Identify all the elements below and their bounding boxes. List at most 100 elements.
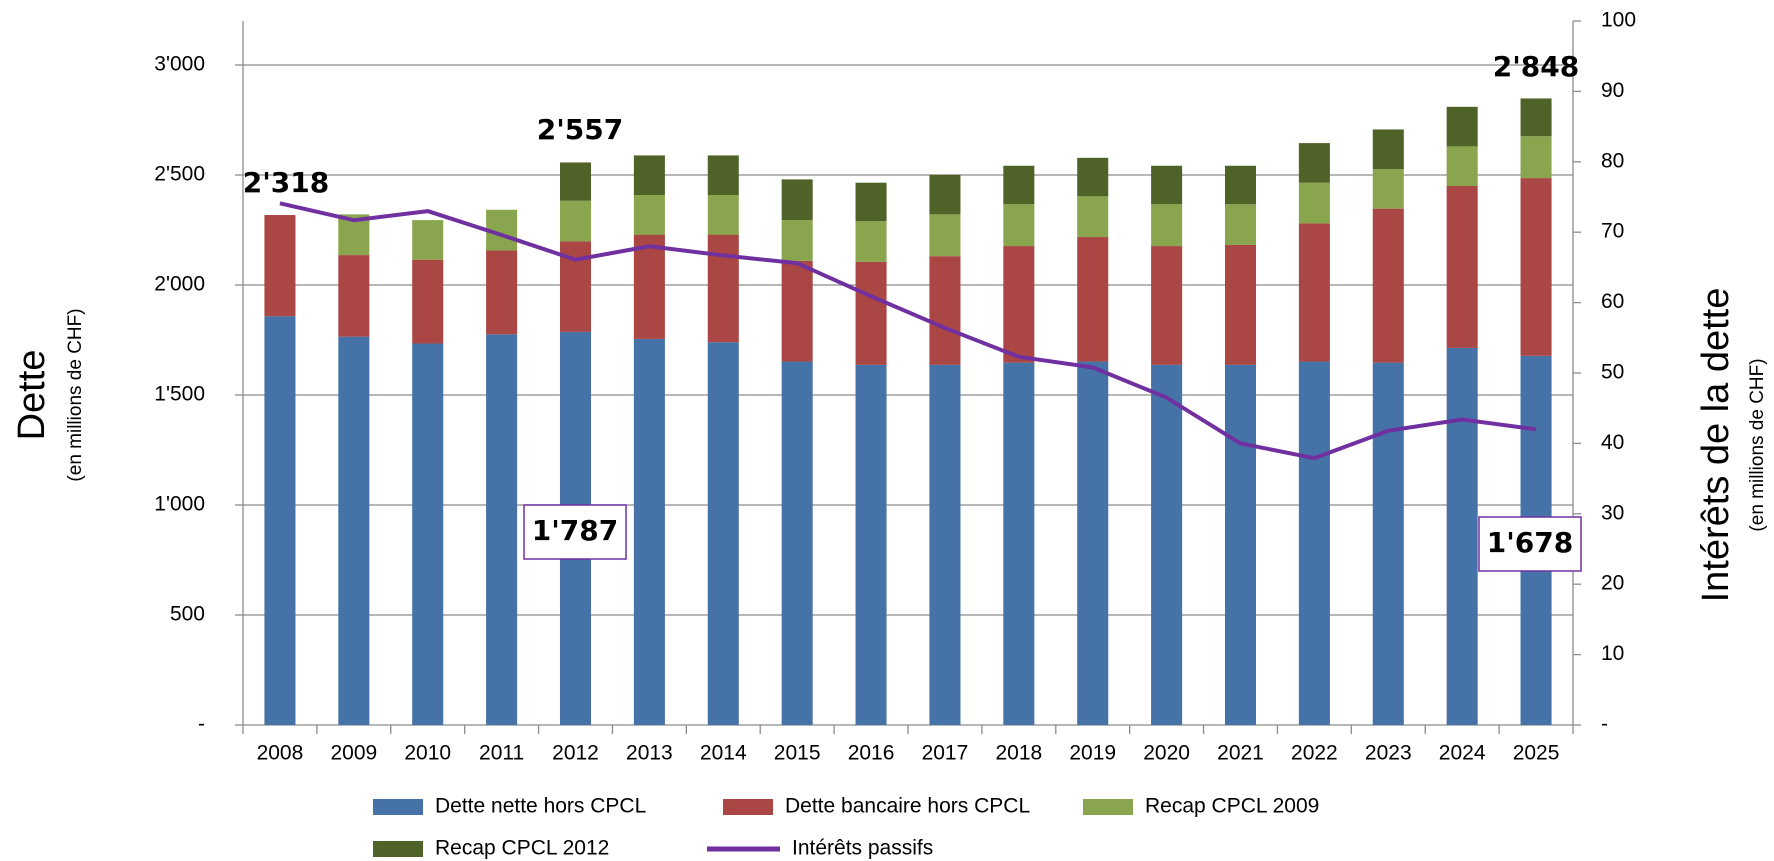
bar-segment	[1224, 364, 1257, 725]
x-tick-label: 2016	[848, 742, 895, 765]
bar-segment	[929, 214, 961, 257]
bar-segment	[1446, 106, 1478, 147]
bar-segment	[264, 215, 296, 317]
bar-segment	[633, 234, 665, 339]
bar-segment	[929, 256, 961, 365]
y2-tick-label: 70	[1601, 220, 1624, 243]
x-tick-label: 2025	[1513, 742, 1560, 765]
bar-segment	[486, 334, 518, 725]
bar-segment	[338, 255, 370, 337]
x-tick-label: 2011	[479, 742, 524, 765]
bar-segment	[855, 221, 887, 262]
y2-tick-label: 100	[1601, 9, 1636, 32]
bar-segment	[1003, 204, 1035, 247]
bar-segment	[781, 260, 813, 362]
bar-segment	[1372, 169, 1404, 209]
bar-segment	[486, 250, 518, 335]
legend-label: Intérêts passifs	[792, 837, 933, 860]
annotation: 2'848	[1493, 50, 1580, 83]
legend-label: Dette nette hors CPCL	[435, 795, 646, 818]
bar-segment	[1151, 165, 1183, 205]
y-axis-subtitle: (en millions de CHF)	[65, 308, 86, 481]
x-tick-label: 2017	[922, 742, 969, 765]
bar-segment	[1446, 347, 1478, 725]
bar-segment	[1151, 204, 1183, 247]
bar-segment	[1298, 182, 1330, 224]
bar-segment	[1446, 146, 1478, 186]
bar-segment	[1151, 246, 1183, 365]
legend-label: Recap CPCL 2012	[435, 837, 609, 860]
bar-segment	[781, 179, 813, 221]
bar-segment	[412, 259, 444, 344]
x-tick-label: 2012	[552, 742, 599, 765]
y-tick-label: 3'000	[154, 53, 205, 76]
annotation-box	[1478, 516, 1582, 572]
y-tick-label: 1'500	[154, 383, 205, 406]
bar-segment	[707, 155, 739, 196]
bar-segment	[1372, 208, 1404, 363]
legend-swatch	[723, 799, 773, 815]
bar-segment	[1151, 364, 1183, 725]
bar-segment	[264, 316, 296, 725]
bar-segment	[707, 195, 739, 235]
x-tick-label: 2018	[995, 742, 1042, 765]
x-tick-label: 2009	[330, 742, 377, 765]
x-tick-label: 2013	[626, 742, 673, 765]
x-tick-label: 2020	[1143, 742, 1190, 765]
bar-segment	[633, 195, 665, 235]
x-tick-label: 2014	[700, 742, 747, 765]
x-tick-label: 2010	[404, 742, 451, 765]
x-tick-label: 2021	[1217, 742, 1264, 765]
y-tick-label: 500	[170, 603, 205, 626]
x-tick-label: 2024	[1439, 742, 1486, 765]
bar-segment	[1077, 196, 1109, 238]
y-tick-label: 1'000	[154, 493, 205, 516]
bar-segment	[633, 338, 665, 725]
bar-segment	[1077, 361, 1109, 725]
bar-segment	[1224, 244, 1257, 365]
bar-segment	[929, 364, 961, 725]
y2-tick-label: -	[1601, 713, 1608, 736]
legend-swatch	[373, 841, 423, 857]
bar-segment	[633, 155, 665, 196]
y2-tick-label: 60	[1601, 290, 1624, 313]
bar-segment	[1520, 136, 1552, 179]
bar-segment	[707, 342, 739, 725]
bar-segment	[1446, 186, 1478, 348]
y2-tick-label: 10	[1601, 642, 1624, 665]
bar-segment	[707, 234, 739, 343]
bar-segment	[781, 220, 813, 261]
bar-segment	[855, 364, 887, 725]
y2-tick-label: 50	[1601, 361, 1624, 384]
bar-segment	[559, 162, 592, 201]
annotation: 1'787	[532, 514, 619, 547]
x-tick-label: 2022	[1291, 742, 1338, 765]
bar-segment	[338, 336, 370, 725]
bar-segment	[559, 200, 592, 242]
line-series	[279, 201, 1537, 461]
bar-segment	[1224, 204, 1257, 245]
x-tick-label: 2019	[1069, 742, 1116, 765]
bar-segment	[1298, 361, 1330, 725]
annotation: 2'557	[537, 113, 624, 146]
bar-segment	[1372, 129, 1404, 170]
y2-axis-title: Intérêts de la dette	[1695, 288, 1737, 603]
bar-segment	[1077, 157, 1109, 197]
y2-tick-label: 90	[1601, 79, 1624, 102]
legend-swatch	[1083, 799, 1133, 815]
bar-segment	[855, 261, 887, 365]
bar-segment	[1224, 165, 1257, 205]
x-tick-label: 2008	[257, 742, 304, 765]
bar-segment	[412, 343, 444, 725]
y2-tick-label: 40	[1601, 431, 1624, 454]
bar-segment	[1003, 246, 1035, 363]
annotation: 2'318	[243, 166, 330, 199]
x-tick-label: 2015	[774, 742, 821, 765]
bar-segment	[1520, 178, 1552, 356]
bar-segment	[929, 174, 961, 215]
annotation-box	[523, 504, 627, 560]
y2-axis-subtitle: (en millions de CHF)	[1747, 358, 1768, 531]
y-tick-label: 2'500	[154, 163, 205, 186]
bar-segment	[1003, 362, 1035, 725]
